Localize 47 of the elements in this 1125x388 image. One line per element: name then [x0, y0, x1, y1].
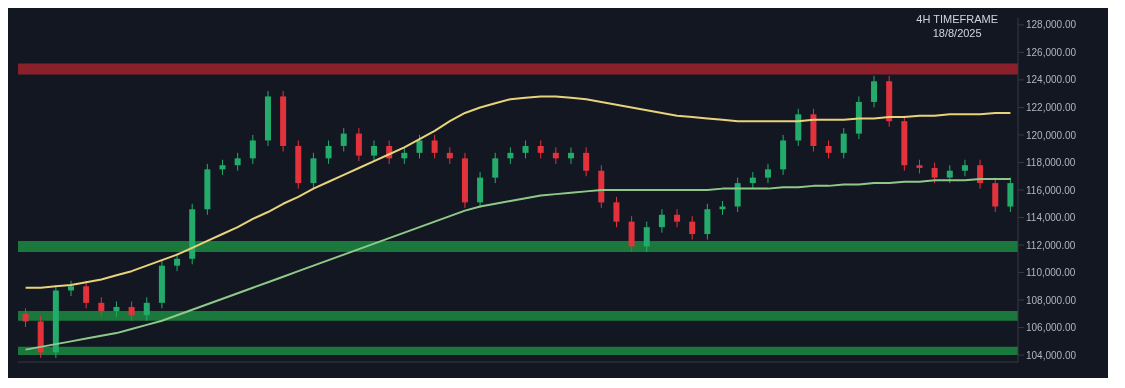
- y-tick-label: 126,000.00: [1026, 46, 1077, 58]
- candlestick: [355, 127, 362, 162]
- candlestick: [340, 127, 347, 152]
- candlestick: [22, 307, 29, 328]
- y-tick-label: 114,000.00: [1026, 212, 1076, 224]
- chart-title: 4H TIMEFRAME: [916, 12, 998, 26]
- line-series: [24, 95, 1012, 289]
- candlestick: [643, 221, 650, 253]
- candlestick: [992, 177, 999, 213]
- candlestick: [1007, 177, 1014, 213]
- candlestick: [174, 252, 181, 272]
- candlestick: [613, 196, 620, 228]
- y-tick-label: 124,000.00: [1026, 74, 1077, 86]
- candlestick: [371, 139, 378, 162]
- candlestick: [871, 75, 878, 108]
- candlestick: [68, 280, 74, 297]
- candlestick: [734, 177, 741, 213]
- y-tick-label: 110,000.00: [1026, 267, 1076, 279]
- candlestick: [416, 134, 423, 159]
- candlestick: [977, 159, 984, 190]
- candlestick: [764, 163, 771, 184]
- y-tick-label: 120,000.00: [1026, 129, 1077, 141]
- candlestick: [249, 134, 256, 165]
- candlestick: [568, 146, 574, 165]
- candlestick: [98, 296, 105, 318]
- y-tick-label: 116,000.00: [1026, 184, 1076, 196]
- candlestick: [961, 159, 968, 177]
- y-tick-label: 128,000.00: [1026, 19, 1077, 31]
- candlestick: [689, 215, 696, 241]
- candlestick: [931, 161, 938, 184]
- candlestick: [128, 300, 135, 322]
- y-tick-label: 108,000.00: [1026, 294, 1077, 306]
- text: 18/8/2025: [931, 26, 983, 40]
- y-tick-label: 106,000.00: [1026, 322, 1077, 334]
- y-tick-label: 112,000.00: [1026, 239, 1076, 251]
- candlestick: [431, 134, 438, 159]
- candlestick: [325, 139, 332, 165]
- candlestick: [658, 208, 665, 234]
- y-tick-label: 104,000.00: [1026, 349, 1077, 361]
- candlestick: [674, 208, 681, 228]
- y-tick-label: 122,000.00: [1026, 101, 1077, 113]
- candlestick: [143, 296, 150, 322]
- candlestick: [583, 146, 590, 177]
- candlestick: [492, 152, 499, 184]
- y-tick-label: 118,000.00: [1026, 157, 1076, 169]
- candlestick: [83, 280, 90, 309]
- candlestick: [840, 127, 847, 159]
